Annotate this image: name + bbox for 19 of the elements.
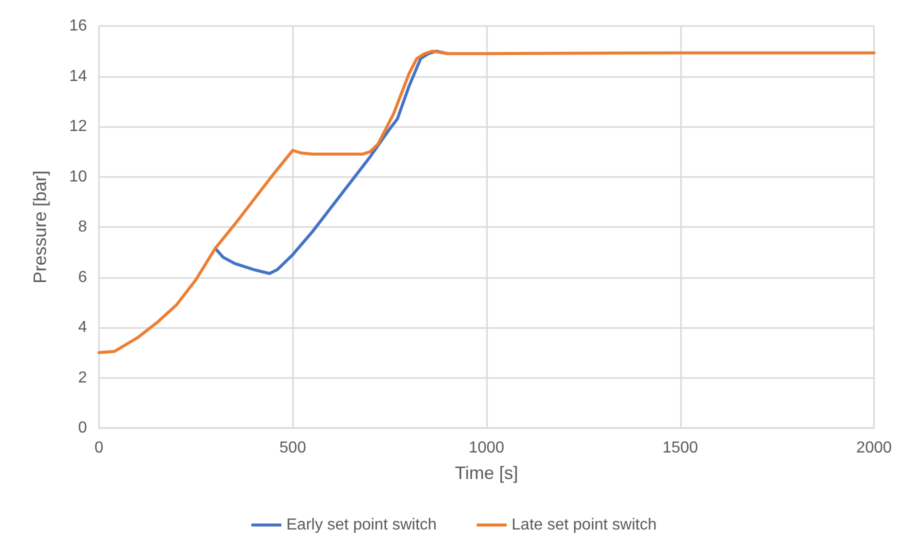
legend-label: Late set point switch xyxy=(512,516,657,534)
x-tick-label: 2000 xyxy=(856,440,892,456)
y-tick-label: 4 xyxy=(78,319,88,336)
y-tick-label: 6 xyxy=(78,268,88,286)
y-tick-label: 12 xyxy=(69,118,88,135)
y-axis-title: Pressure [bar] xyxy=(30,170,50,284)
line-series xyxy=(98,50,876,354)
y-tick-label: 2 xyxy=(78,369,88,386)
y-tick-label: 10 xyxy=(69,168,88,186)
x-axis-title: Time [s] xyxy=(454,463,518,483)
x-tick-label: 1500 xyxy=(662,440,698,456)
y-tick-label: 16 xyxy=(69,18,88,34)
legend-label: Early set point switch xyxy=(286,516,437,534)
x-tick-label: 500 xyxy=(279,440,306,456)
y-tick-label: 14 xyxy=(69,68,88,85)
y-tick-label: 0 xyxy=(78,420,88,436)
y-tick-label: 8 xyxy=(78,218,88,236)
x-tick-label: 1000 xyxy=(468,440,504,456)
x-tick-label: 0 xyxy=(94,440,104,456)
